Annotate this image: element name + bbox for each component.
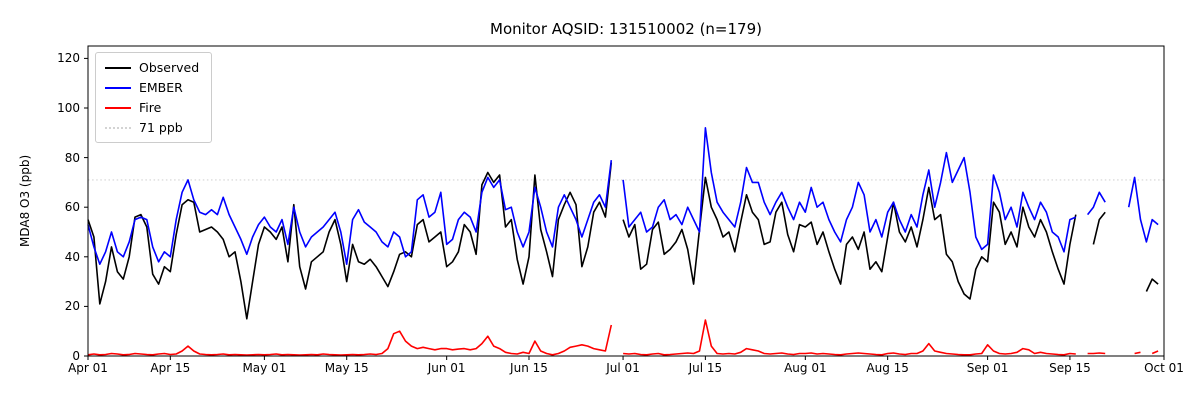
legend-label-ember: EMBER <box>139 80 183 95</box>
legend-line-sample-observed <box>105 66 131 69</box>
legend-label-fire: Fire <box>139 100 162 115</box>
legend-label-threshold: 71 ppb <box>139 120 183 135</box>
legend-entry-fire: Fire <box>105 100 199 115</box>
legend-entry-observed: Observed <box>105 60 199 75</box>
legend: Observed EMBER Fire 71 ppb <box>95 52 213 143</box>
legend-line-sample-fire <box>105 106 131 109</box>
legend-entry-ember: EMBER <box>105 80 199 95</box>
legend-entry-threshold: 71 ppb <box>105 120 199 135</box>
legend-label-observed: Observed <box>139 60 200 75</box>
chart-title: Monitor AQSID: 131510002 (n=179) <box>490 20 762 38</box>
legend-line-sample-ember <box>105 86 131 89</box>
legend-line-sample-threshold <box>105 126 131 129</box>
